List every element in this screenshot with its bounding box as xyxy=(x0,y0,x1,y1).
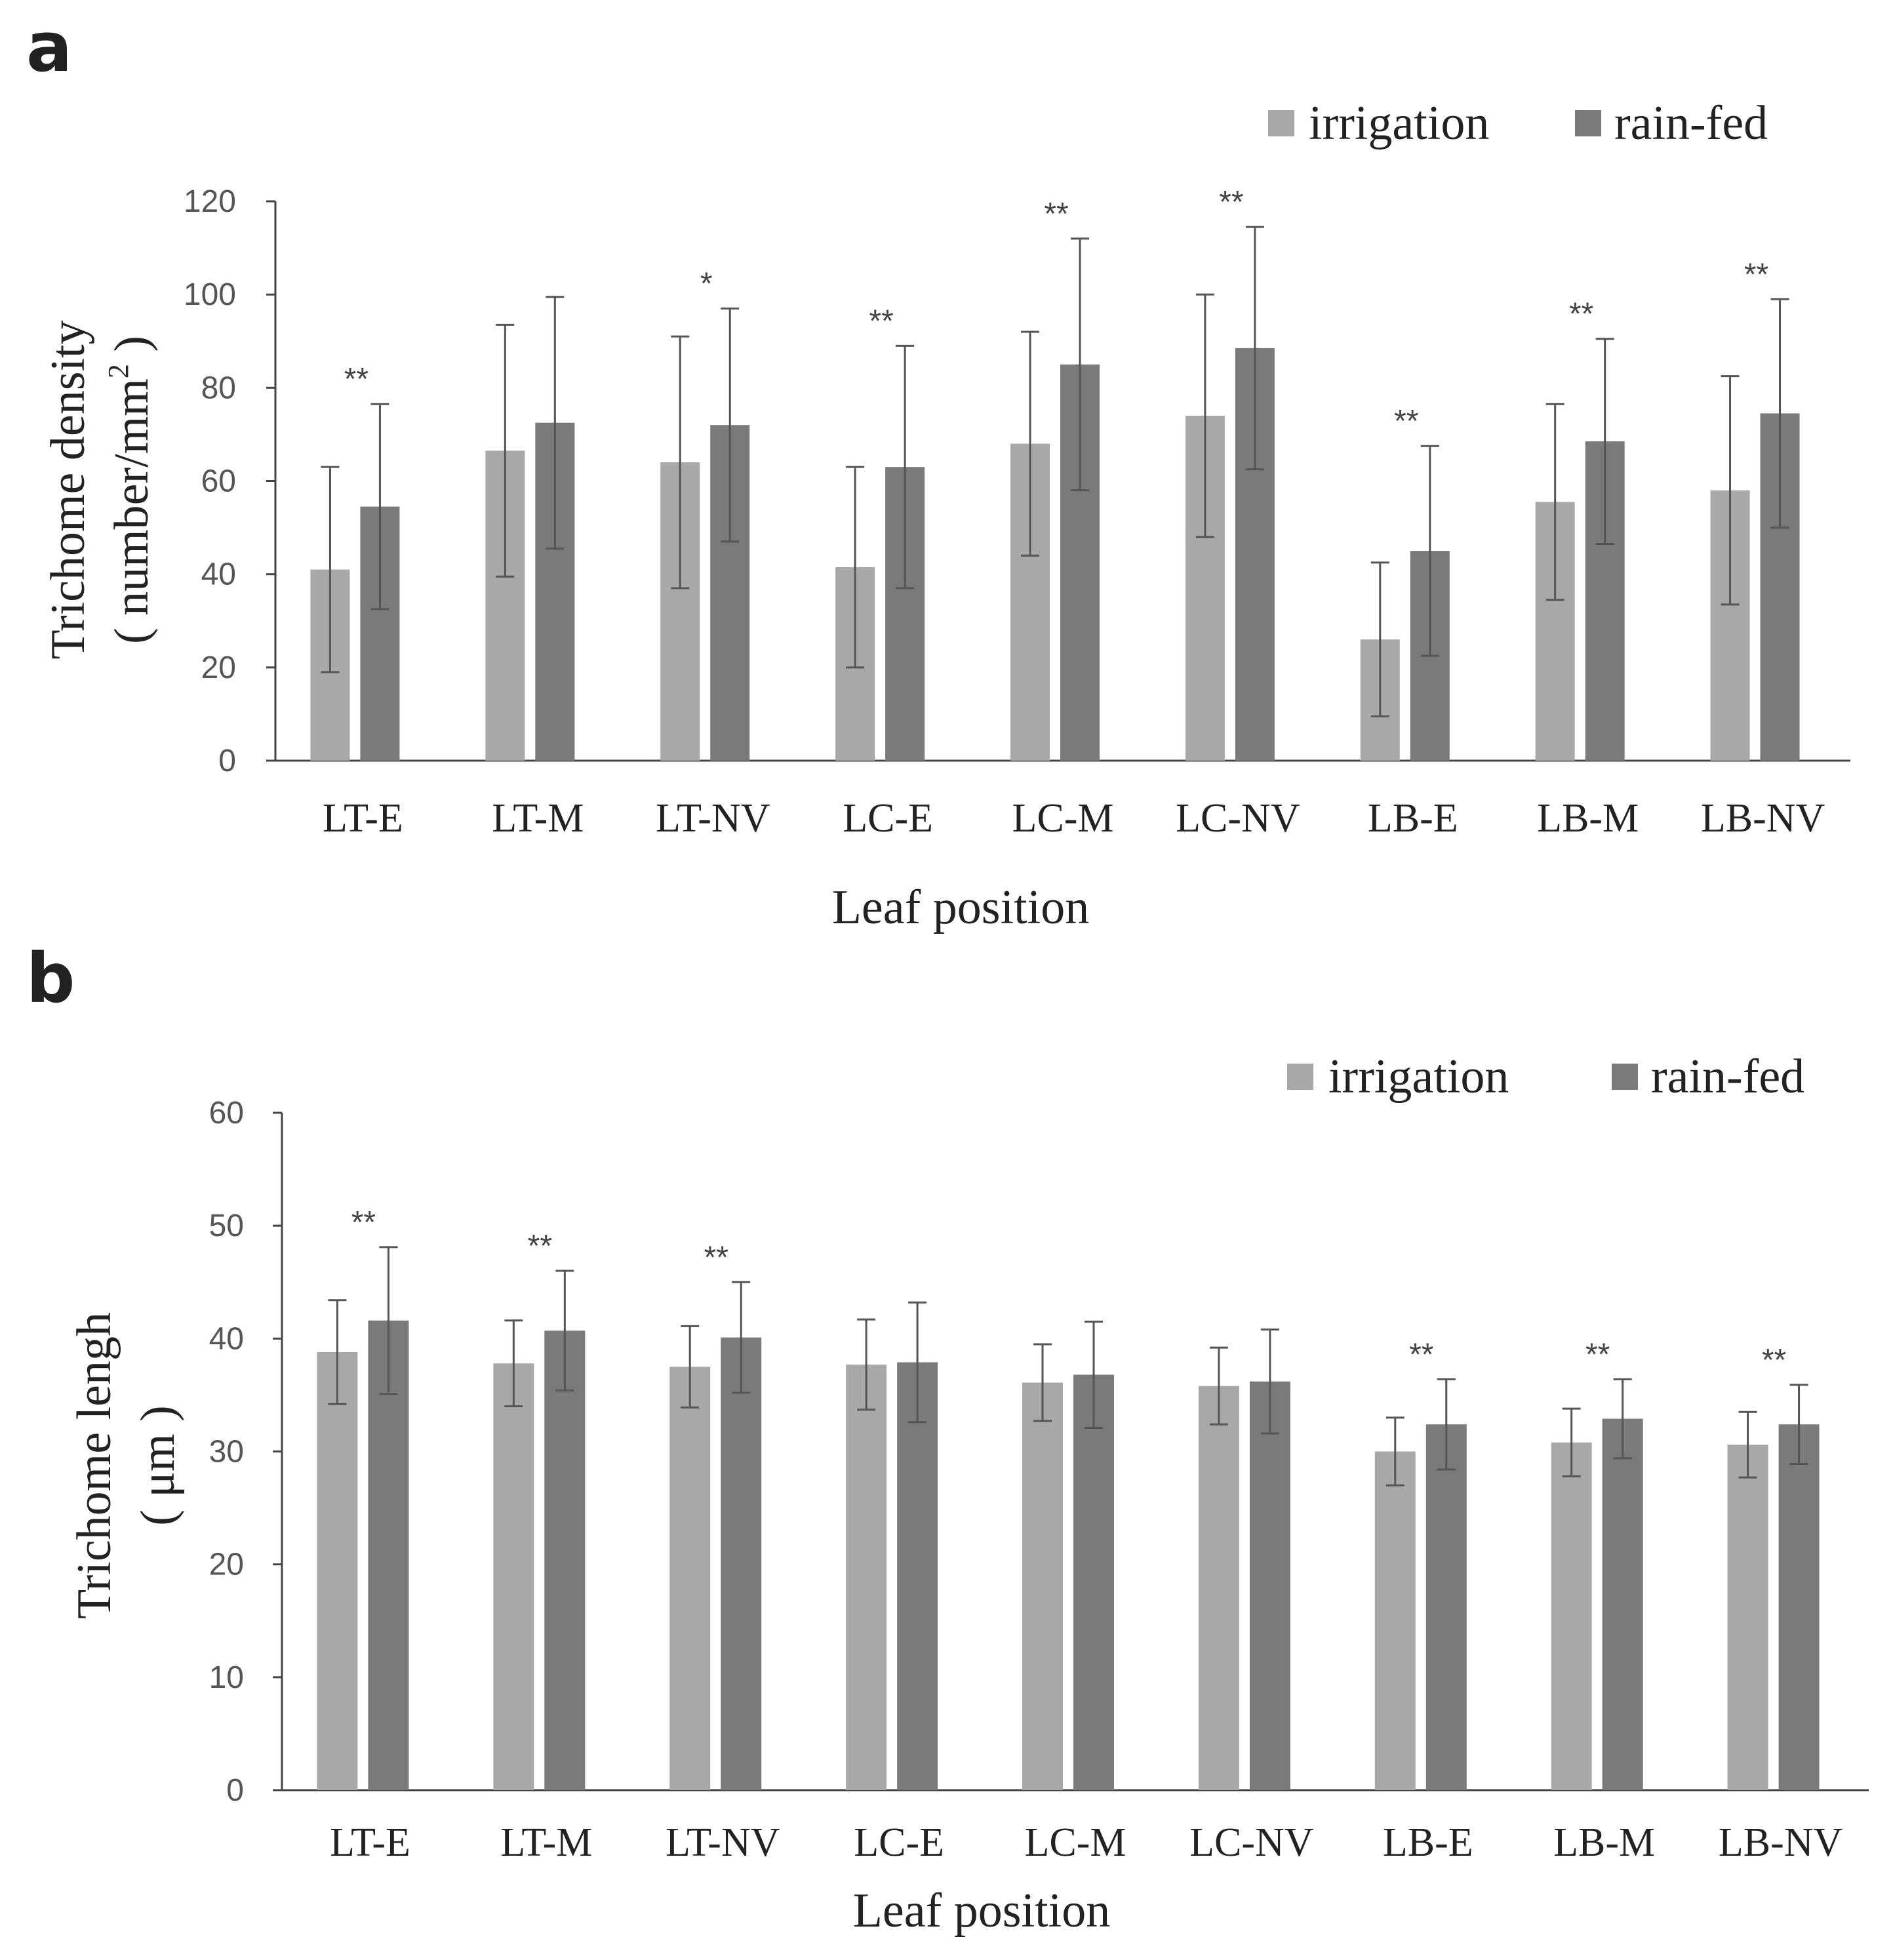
x-tick-label-LC-NV: LC-NV xyxy=(1176,796,1300,841)
y-tick-label: 0 xyxy=(218,744,236,778)
significance-marker-LT-M: ** xyxy=(528,1229,552,1264)
x-tick-label-LB-M: LB-M xyxy=(1553,1820,1655,1865)
significance-marker-LC-NV: ** xyxy=(1219,185,1243,220)
significance-marker-LC-M: ** xyxy=(1044,197,1068,231)
x-tick-label-LC-M: LC-M xyxy=(1025,1820,1126,1865)
y-tick-label: 120 xyxy=(184,184,236,219)
bar-irrigation-LB-NV xyxy=(1727,1445,1768,1790)
x-tick-label-LB-M: LB-M xyxy=(1537,796,1639,841)
legend-swatch-irrigation xyxy=(1287,1064,1313,1090)
y-tick-label: 10 xyxy=(209,1660,244,1695)
bar-rain-fed-LB-M xyxy=(1602,1418,1643,1790)
significance-marker-LT-E: ** xyxy=(351,1205,376,1240)
legend-swatch-rain-fed xyxy=(1575,110,1601,136)
bar-rain-fed-LT-E xyxy=(368,1320,409,1790)
x-tick-label-LT-E: LT-E xyxy=(330,1820,410,1865)
significance-marker-LC-E: ** xyxy=(869,304,893,338)
significance-marker-LB-M: ** xyxy=(1569,297,1593,332)
panel-b-chart: b irrigation rain-fed 0 10 20 30 40 50 60 LT-E *… xyxy=(26,938,1869,1938)
bar-irrigation-LC-E xyxy=(846,1364,887,1790)
panel-a-y-axis-unit: ( number/mm2 ) xyxy=(102,336,159,644)
x-tick-label-LB-E: LB-E xyxy=(1383,1820,1473,1865)
panel-b-letter: b xyxy=(26,938,75,1018)
x-tick-label-LT-M: LT-M xyxy=(500,1820,592,1865)
x-tick-label-LT-NV: LT-NV xyxy=(666,1820,780,1865)
legend-label-irrigation: irrigation xyxy=(1328,1050,1509,1104)
x-tick-label-LT-NV: LT-NV xyxy=(656,796,770,841)
panel-b-x-axis-title: Leaf position xyxy=(853,1884,1111,1938)
panel-a-y-unit-superscript: 2 xyxy=(102,364,134,378)
significance-marker-LB-E: ** xyxy=(1409,1337,1433,1372)
significance-marker-LT-NV: ** xyxy=(704,1240,728,1275)
bar-irrigation-LC-NV xyxy=(1198,1386,1239,1790)
bar-rain-fed-LC-M xyxy=(1073,1374,1114,1790)
y-tick-label: 20 xyxy=(209,1548,244,1582)
x-tick-label-LT-E: LT-E xyxy=(323,796,403,841)
x-tick-label-LT-M: LT-M xyxy=(492,796,584,841)
x-tick-label-LC-NV: LC-NV xyxy=(1189,1820,1314,1865)
x-tick-label-LC-E: LC-E xyxy=(854,1820,944,1865)
y-tick-label: 50 xyxy=(209,1209,244,1243)
x-tick-label-LC-E: LC-E xyxy=(843,796,933,841)
y-tick-label: 60 xyxy=(209,1096,244,1130)
panel-b-y-axis-title: Trichome lengh xyxy=(68,1312,121,1619)
panel-b-y-axis-unit: ( μm ) xyxy=(131,1405,185,1526)
bar-irrigation-LT-E xyxy=(317,1351,358,1790)
significance-marker-LB-M: ** xyxy=(1585,1337,1610,1372)
panel-a-plot-area: 0 20 40 60 80 100 120 LT-E ** LT-M LT-NV * LC-E ** LC-… xyxy=(184,184,1850,841)
bar-rain-fed-LC-E xyxy=(897,1362,938,1790)
significance-marker-LT-NV: * xyxy=(700,266,713,301)
legend-label-irrigation: irrigation xyxy=(1309,96,1489,150)
panel-a-y-unit-text: ( number/mm xyxy=(105,378,159,644)
panel-b-legend: irrigation rain-fed xyxy=(1287,1050,1804,1104)
y-tick-label: 80 xyxy=(201,370,236,405)
bar-irrigation-LT-M xyxy=(493,1363,534,1790)
significance-marker-LB-E: ** xyxy=(1394,404,1418,439)
panel-a-x-axis-title: Leaf position xyxy=(832,881,1090,934)
x-tick-label-LC-M: LC-M xyxy=(1012,796,1114,841)
y-tick-label: 0 xyxy=(226,1773,244,1808)
x-tick-label-LB-NV: LB-NV xyxy=(1701,796,1825,841)
bar-irrigation-LB-M xyxy=(1551,1442,1592,1790)
bar-rain-fed-LC-NV xyxy=(1249,1381,1290,1790)
significance-marker-LT-E: ** xyxy=(344,362,369,397)
legend-label-rain-fed: rain-fed xyxy=(1651,1050,1804,1104)
panel-a-chart: a irrigation rain-fed 0 20 40 60 80 100 120 LT-… xyxy=(26,7,1850,934)
significance-marker-LB-NV: ** xyxy=(1762,1343,1786,1378)
panel-a-legend: irrigation rain-fed xyxy=(1268,96,1768,150)
x-tick-label-LB-E: LB-E xyxy=(1368,796,1458,841)
significance-marker-LB-NV: ** xyxy=(1744,257,1768,292)
panel-a-y-unit-close: ) xyxy=(105,336,159,364)
bar-rain-fed-LB-NV xyxy=(1778,1424,1820,1790)
panel-a-letter: a xyxy=(26,7,72,87)
panel-b-plot-area: 0 10 20 30 40 50 60 LT-E ** LT-M ** LT-NV ** LC-E LC-M… xyxy=(209,1096,1869,1865)
legend-label-rain-fed: rain-fed xyxy=(1614,96,1768,150)
bar-irrigation-LC-M xyxy=(1022,1382,1063,1790)
y-tick-label: 40 xyxy=(209,1321,244,1356)
x-tick-label-LB-NV: LB-NV xyxy=(1719,1820,1843,1865)
legend-swatch-rain-fed xyxy=(1612,1064,1638,1090)
bar-irrigation-LT-NV xyxy=(669,1367,711,1790)
y-tick-label: 40 xyxy=(201,557,236,592)
bar-rain-fed-LT-M xyxy=(544,1330,586,1790)
y-tick-label: 100 xyxy=(184,277,236,312)
y-tick-label: 30 xyxy=(209,1435,244,1470)
bar-rain-fed-LT-NV xyxy=(721,1337,762,1790)
y-tick-label: 60 xyxy=(201,464,236,499)
bar-irrigation-LB-E xyxy=(1374,1451,1416,1790)
legend-swatch-irrigation xyxy=(1268,110,1294,136)
panel-a-y-axis-title: Trichome density xyxy=(41,320,95,659)
bar-rain-fed-LB-E xyxy=(1425,1424,1467,1790)
y-tick-label: 20 xyxy=(201,650,236,685)
